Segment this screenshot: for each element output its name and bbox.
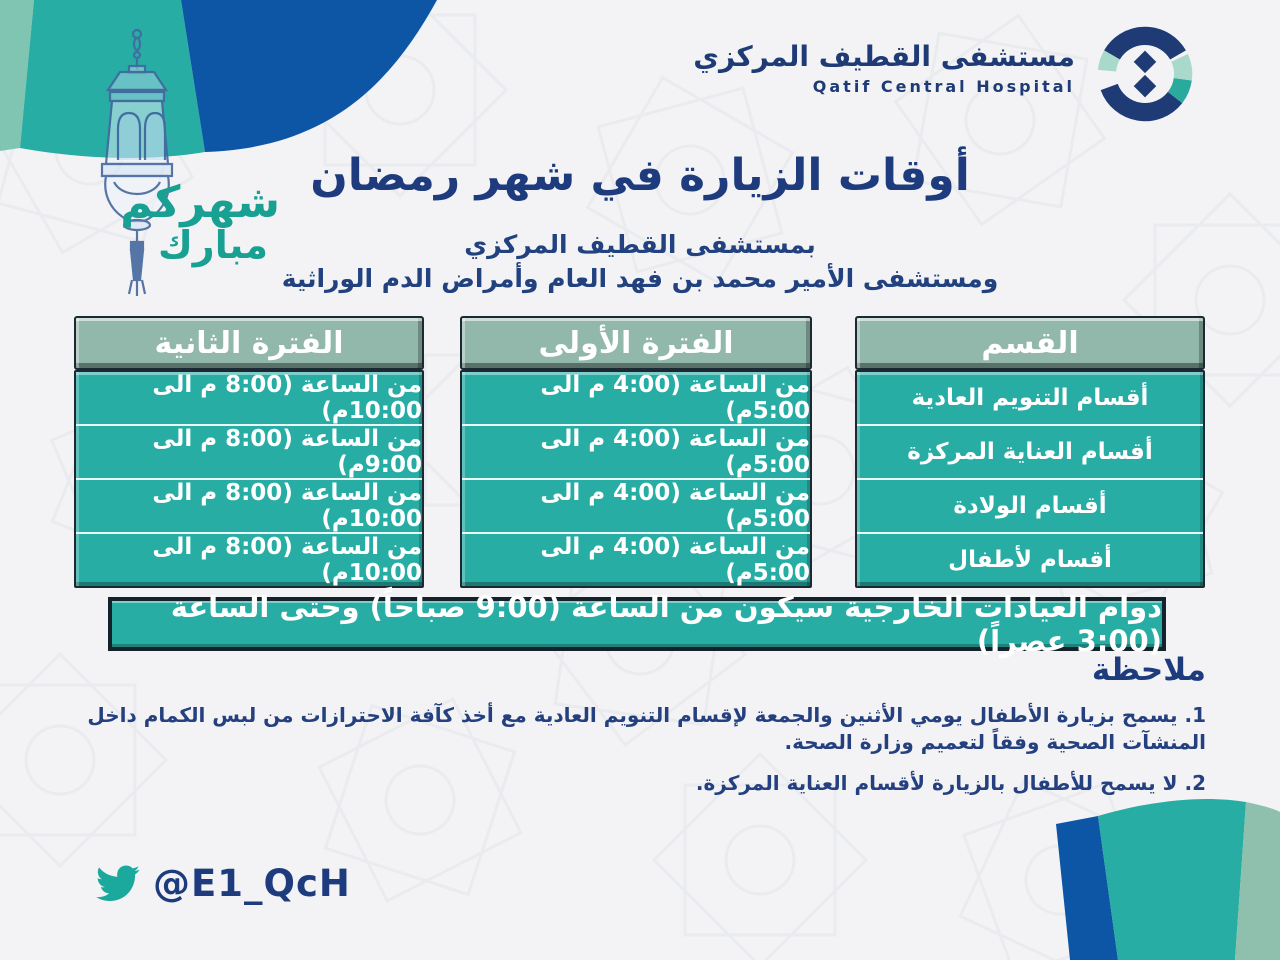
- table-cell: أقسام التنويم العادية: [911, 385, 1149, 411]
- greeting-line2: مبارك: [157, 223, 268, 268]
- note-item-1: 1. يسمح بزيارة الأطفال يومي الأثنين والج…: [87, 703, 1206, 754]
- subtitle-line1: بمستشفى القطيف المركزي: [464, 230, 816, 259]
- table-cell: من الساعة (8:00 م الى 10:00م): [76, 478, 422, 532]
- corner-decoration-top-left: [0, 0, 437, 158]
- table-cell: من الساعة (4:00 م الى 5:00م): [462, 424, 810, 478]
- subtitle-line2: ومستشفى الأمير محمد بن فهد العام وأمراض …: [281, 264, 999, 293]
- greeting-line1: شهركم: [120, 177, 280, 228]
- twitter-handle: @E1_QcH: [153, 862, 351, 905]
- table-cell: من الساعة (8:00 م الى 10:00م): [152, 372, 422, 424]
- table-cell: من الساعة (4:00 م الى 5:00م): [462, 532, 810, 586]
- column-header-period2: الفترة الثانية: [74, 316, 424, 370]
- ramadan-lantern-illustration: [100, 28, 174, 296]
- page-title: أوقات الزيارة في شهر رمضان: [310, 150, 970, 201]
- hospital-name-english: Qatif Central Hospital: [812, 77, 1075, 96]
- twitter-icon: [96, 864, 140, 901]
- ramadan-greeting: شهركم مبارك: [120, 177, 280, 268]
- table-column-period1: من الساعة (4:00 م الى 5:00م) من الساعة (…: [460, 370, 812, 588]
- column-header-period1: الفترة الأولى: [460, 316, 812, 370]
- notes-heading: ملاحظة: [1091, 652, 1206, 688]
- clinics-hours-banner: دوام العيادات الخارجية سيكون من الساعة (…: [108, 590, 1166, 658]
- table-cell: من الساعة (8:00 م الى 10:00م): [76, 532, 422, 586]
- table-cell: أقسام العناية المركزة: [857, 424, 1203, 478]
- hospital-logo-icon: [1097, 26, 1193, 122]
- notes-section: ملاحظة 1. يسمح بزيارة الأطفال يومي الأثن…: [70, 652, 1206, 797]
- hospital-logo-text: مستشفى القطيف المركزي Qatif Central Hosp…: [693, 40, 1075, 96]
- column-header-department: القسم: [855, 316, 1205, 370]
- table-cell: من الساعة (8:00 م الى 9:00م): [76, 424, 422, 478]
- twitter-handle-block: @E1_QcH: [95, 862, 351, 905]
- hospital-name-arabic: مستشفى القطيف المركزي: [693, 40, 1075, 73]
- table-cell: من الساعة (4:00 م الى 5:00م): [540, 372, 810, 424]
- table-cell: أقسام الولادة: [857, 478, 1203, 532]
- table-column-period2: من الساعة (8:00 م الى 10:00م) من الساعة …: [74, 370, 424, 588]
- table-cell: من الساعة (4:00 م الى 5:00م): [462, 478, 810, 532]
- corner-decoration-bottom-right: [1056, 798, 1280, 960]
- table-column-departments: أقسام التنويم العادية أقسام العناية المر…: [855, 370, 1205, 588]
- note-item-2: 2. لا يسمح للأطفال بالزيارة لأقسام العنا…: [695, 771, 1206, 795]
- table-cell: أقسام لأطفال: [857, 532, 1203, 586]
